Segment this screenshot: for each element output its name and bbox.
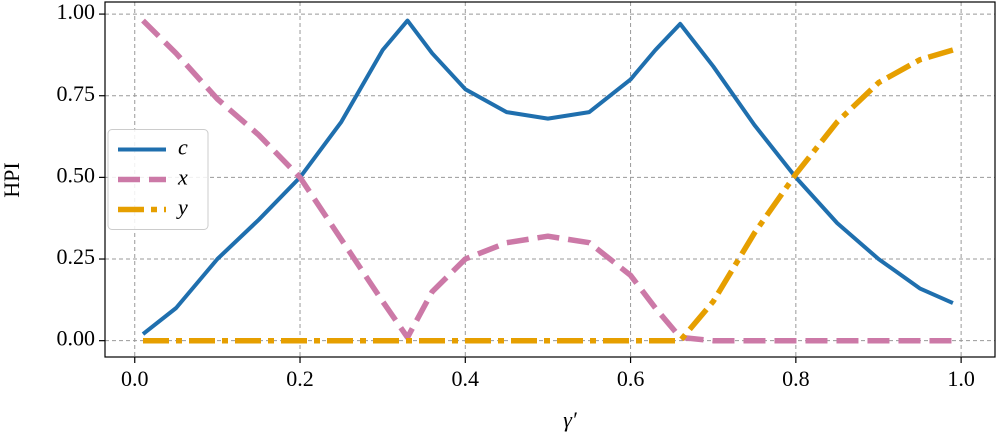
x-tick-label: 0.0 [121,366,149,391]
legend-label: c [178,135,188,160]
x-axis-label: γ′ [563,407,578,432]
x-tick-label: 0.8 [782,366,810,391]
series-line [141,18,953,344]
series-line [143,47,954,344]
series-line [141,18,954,336]
x-tick-label: 0.6 [617,366,645,391]
plot-frame [104,1,996,358]
x-tick-label: 0.2 [286,366,314,391]
legend-label: y [176,195,188,220]
y-tick-label: 1.00 [57,0,96,24]
x-tick-label: 0.4 [452,366,480,391]
y-tick-label: 0.25 [57,244,96,269]
legend: cxy [107,129,209,230]
legend-label: x [177,165,188,190]
y-tick-label: 0.50 [57,162,96,187]
y-tick-label: 0.75 [57,81,96,106]
x-tick-label: 1.0 [947,366,975,391]
y-tick-label: 0.00 [57,326,96,351]
y-axis-label: HPI [0,162,24,197]
